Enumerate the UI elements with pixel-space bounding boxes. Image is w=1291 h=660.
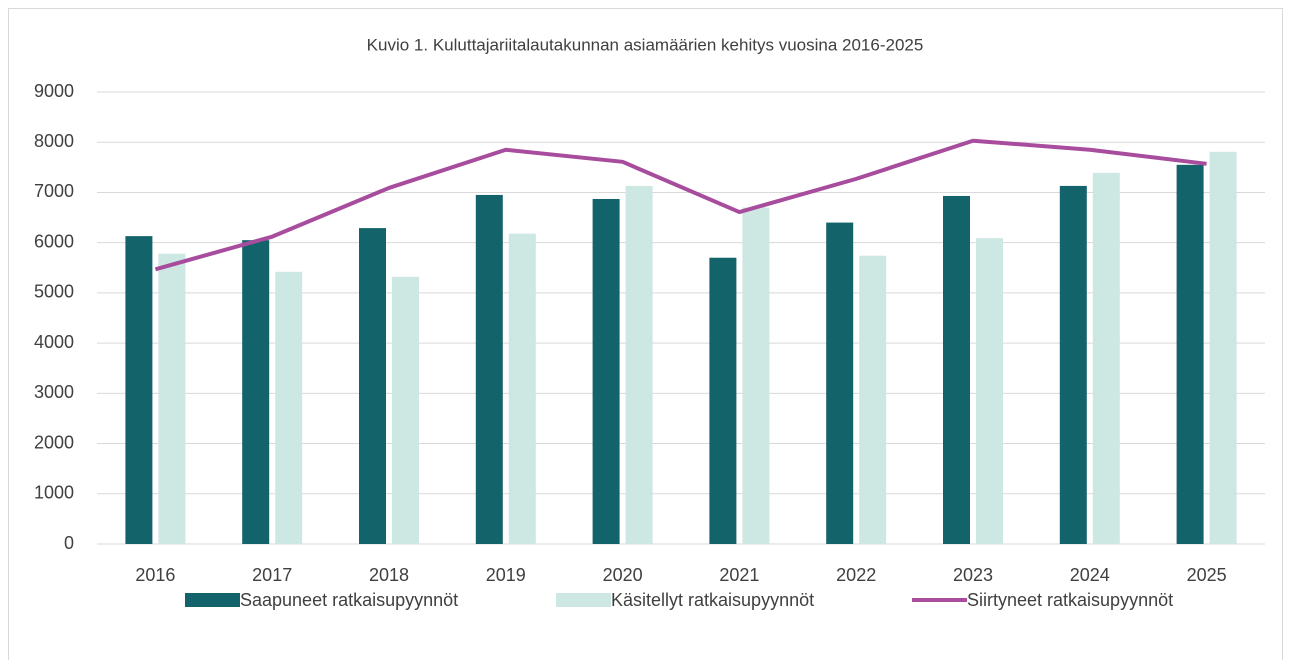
y-tick-label: 3000: [34, 382, 74, 402]
bar: [1209, 151, 1237, 544]
y-tick-label: 7000: [34, 181, 74, 201]
x-tick-label: 2021: [719, 565, 759, 585]
bar: [158, 253, 186, 544]
bar: [826, 222, 854, 545]
y-tick-label: 9000: [34, 81, 74, 101]
bar: [125, 236, 153, 545]
bar: [475, 194, 503, 544]
x-tick-label: 2024: [1070, 565, 1110, 585]
bar: [1092, 172, 1120, 544]
line: [154, 138, 1207, 272]
bar: [242, 240, 270, 544]
y-tick-label: 6000: [34, 231, 74, 251]
bar: [976, 238, 1003, 544]
bar: [625, 185, 653, 544]
bar: [392, 276, 419, 544]
y-tick-label: 0: [64, 533, 74, 553]
x-tick-label: 2025: [1187, 565, 1227, 585]
x-tick-label: 2019: [486, 565, 526, 585]
legend-label: Saapuneet ratkaisupyynnöt: [240, 590, 458, 610]
y-tick-label: 8000: [34, 131, 74, 151]
bar: [709, 257, 737, 544]
bar: [859, 255, 887, 545]
y-tick-label: 1000: [34, 483, 74, 503]
x-tick-label: 2020: [603, 565, 643, 585]
chart-title: Kuvio 1. Kuluttajariitalautakunnan asiam…: [367, 35, 924, 54]
bar: [1176, 164, 1204, 545]
bar: [1059, 185, 1087, 544]
bar: [742, 207, 770, 544]
bar: [943, 195, 970, 544]
legend-swatch: [556, 593, 611, 607]
x-tick-label: 2016: [135, 565, 175, 585]
legend-label: Käsitellyt ratkaisupyynnöt: [611, 590, 814, 610]
y-tick-label: 2000: [34, 432, 74, 452]
x-tick-label: 2022: [836, 565, 876, 585]
legend-swatch: [185, 593, 240, 607]
bar: [592, 198, 620, 544]
bar: [359, 228, 386, 544]
x-tick-label: 2017: [252, 565, 292, 585]
y-tick-label: 4000: [34, 332, 74, 352]
y-tick-label: 5000: [34, 282, 74, 302]
x-tick-label: 2018: [369, 565, 409, 585]
bar: [508, 233, 536, 545]
legend-label: Siirtyneet ratkaisupyynnöt: [967, 590, 1173, 610]
bar: [275, 271, 303, 544]
x-tick-label: 2023: [953, 565, 993, 585]
